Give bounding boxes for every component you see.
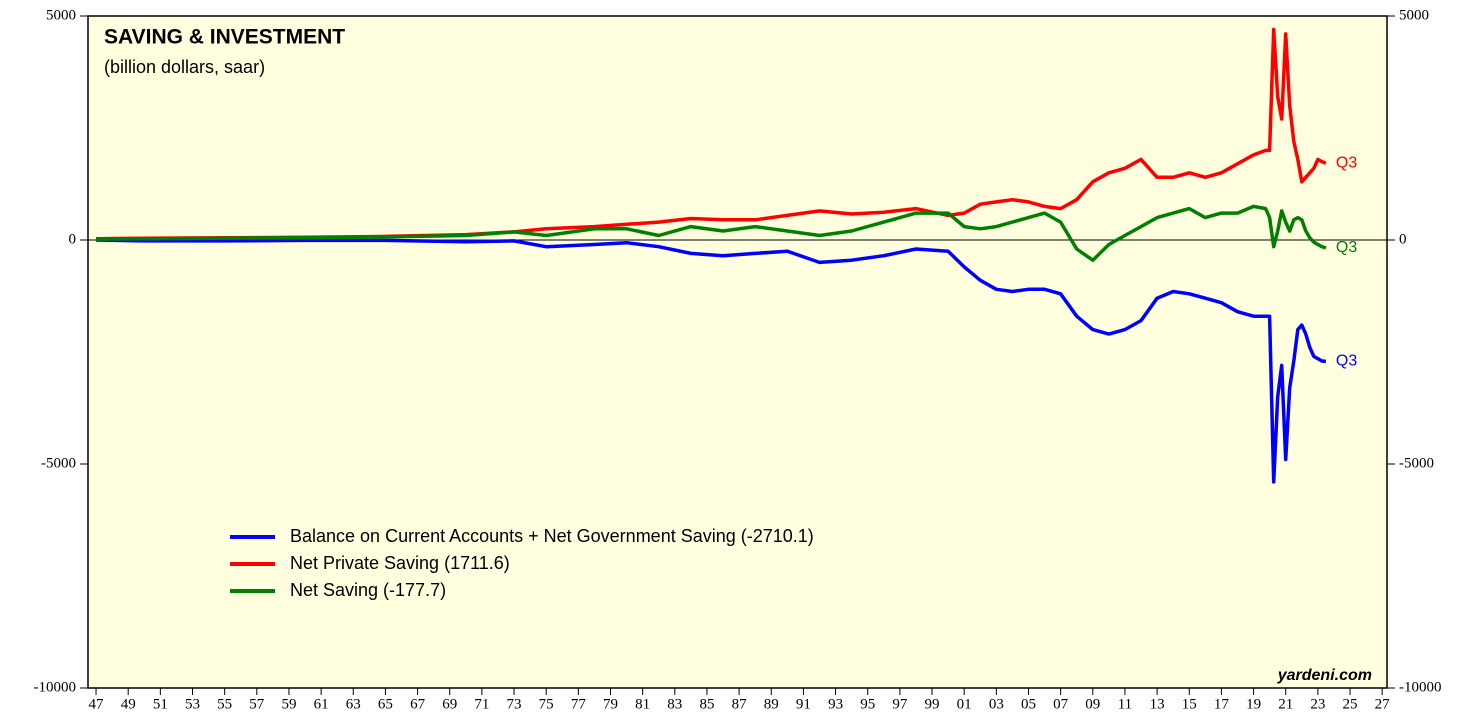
x-tick-label: 97 (892, 696, 908, 712)
end-label: Q3 (1336, 155, 1357, 172)
y2-tick-label: -10000 (1399, 679, 1442, 695)
x-tick-label: 17 (1214, 696, 1230, 712)
x-tick-label: 71 (474, 696, 489, 712)
x-tick-label: 89 (764, 696, 779, 712)
y-tick-label: -10000 (34, 679, 77, 695)
legend-label: Net Saving (-177.7) (290, 580, 446, 600)
x-tick-label: 85 (699, 696, 714, 712)
end-label: Q3 (1336, 239, 1357, 256)
x-tick-label: 65 (378, 696, 393, 712)
legend-label: Balance on Current Accounts + Net Govern… (290, 526, 814, 546)
series-line (95, 27, 1327, 241)
x-tick-label: 73 (507, 696, 522, 712)
x-tick-label: 63 (346, 696, 361, 712)
x-tick-label: 27 (1375, 696, 1391, 712)
x-tick-label: 93 (828, 696, 843, 712)
legend-label: Net Private Saving (1711.6) (290, 553, 510, 573)
x-tick-label: 55 (217, 696, 232, 712)
x-tick-label: 05 (1021, 696, 1036, 712)
x-tick-label: 99 (925, 696, 940, 712)
x-tick-label: 95 (860, 696, 875, 712)
x-tick-label: 51 (153, 696, 168, 712)
y-tick-label: 0 (69, 231, 77, 247)
end-label: Q3 (1336, 353, 1357, 370)
plot-area (87, 15, 1388, 689)
x-tick-label: 13 (1150, 696, 1165, 712)
x-tick-label: 01 (957, 696, 972, 712)
x-tick-label: 53 (185, 696, 200, 712)
x-tick-label: 59 (281, 696, 296, 712)
x-tick-label: 77 (571, 696, 587, 712)
x-tick-label: 23 (1310, 696, 1325, 712)
x-tick-label: 69 (442, 696, 457, 712)
x-tick-label: 61 (314, 696, 329, 712)
x-tick-label: 09 (1085, 696, 1100, 712)
x-tick-label: 21 (1278, 696, 1293, 712)
x-tick-label: 79 (603, 696, 618, 712)
chart-title: SAVING & INVESTMENT (104, 26, 345, 49)
series-line (95, 204, 1327, 262)
source: yardeni.com (1277, 667, 1372, 684)
y-tick-label: 5000 (46, 7, 76, 23)
x-tick-label: 57 (249, 696, 265, 712)
x-tick-label: 75 (539, 696, 554, 712)
x-tick-label: 07 (1053, 696, 1069, 712)
x-tick-label: 11 (1118, 696, 1132, 712)
x-tick-label: 15 (1182, 696, 1197, 712)
y2-tick-label: 0 (1399, 231, 1407, 247)
x-tick-label: 91 (796, 696, 811, 712)
x-tick-label: 03 (989, 696, 1004, 712)
y2-tick-label: 5000 (1399, 7, 1429, 23)
series-line (95, 238, 1327, 484)
y2-tick-label: -5000 (1399, 455, 1434, 471)
y-tick-label: -5000 (41, 455, 76, 471)
x-tick-label: 47 (89, 696, 105, 712)
x-tick-label: 19 (1246, 696, 1261, 712)
x-tick-label: 87 (732, 696, 748, 712)
x-tick-label: 81 (635, 696, 650, 712)
x-tick-label: 25 (1343, 696, 1358, 712)
x-tick-label: 49 (121, 696, 136, 712)
x-tick-label: 67 (410, 696, 426, 712)
chart-subtitle: (billion dollars, saar) (104, 57, 265, 77)
x-tick-label: 83 (667, 696, 682, 712)
